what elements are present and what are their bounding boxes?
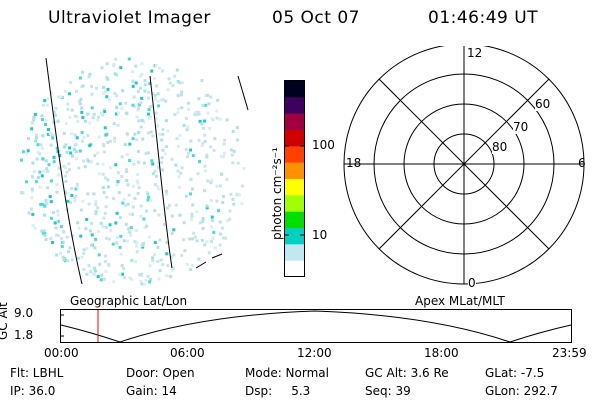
info-door: Door: Open <box>126 366 195 380</box>
colorbar-tick-label-10: 10 <box>312 228 328 242</box>
time-label: 01:46:49 UT <box>428 8 539 28</box>
altitude-ytick-9: 9.0 <box>14 306 34 320</box>
mlt-label-12: 12 <box>467 46 483 60</box>
uv-image-panel <box>20 57 249 286</box>
altitude-xtick-2359: 23:59 <box>552 346 587 360</box>
info-filter: Flt: LBHL <box>10 366 64 380</box>
altitude-xtick-1800: 18:00 <box>424 346 459 360</box>
info-dsp: Dsp: 5.3 <box>245 384 311 398</box>
colorbar-gradient <box>285 81 304 278</box>
info-seq: Seq: 39 <box>365 384 411 398</box>
altitude-ylabel: GC Alt <box>0 302 10 340</box>
geographic-grid-fragment-1 <box>237 75 249 111</box>
mlt-label-6: 6 <box>578 156 586 170</box>
geographic-longitude-line-2 <box>149 75 173 269</box>
mlat-label-60: 60 <box>535 97 551 111</box>
altitude-ytick-1-8: 1.8 <box>14 328 34 342</box>
polar-panel-caption: Apex MLat/MLT <box>415 294 505 308</box>
altitude-strip <box>60 309 572 343</box>
altitude-curve <box>60 310 572 343</box>
mlat-label-80: 80 <box>492 140 508 154</box>
altitude-xtick-0000: 00:00 <box>44 346 79 360</box>
polar-diagonal-2 <box>378 78 550 250</box>
info-gain: Gain: 14 <box>126 384 177 398</box>
mlt-label-18: 18 <box>346 156 362 170</box>
info-mode: Mode: Normal <box>245 366 329 380</box>
colorbar-frame <box>284 80 305 277</box>
left-panel-caption: Geographic Lat/Lon <box>70 294 188 308</box>
app-title: Ultraviolet Imager <box>48 8 211 28</box>
altitude-strip-frame <box>60 309 572 343</box>
polar-plot <box>343 46 585 285</box>
colorbar <box>284 80 305 278</box>
mlat-label-70: 70 <box>513 120 529 134</box>
geographic-grid-fragment-2 <box>195 253 223 269</box>
info-glon: GLon: 292.7 <box>485 384 558 398</box>
uv-emission-dots <box>20 57 246 286</box>
geographic-longitude-line-1 <box>45 57 83 285</box>
colorbar-tick-label-100: 100 <box>312 138 335 152</box>
info-gc-alt: GC Alt: 3.6 Re <box>365 366 449 380</box>
altitude-xtick-0600: 06:00 <box>170 346 205 360</box>
info-glat: GLat: -7.5 <box>485 366 545 380</box>
colorbar-unit-label: photon cm⁻²s⁻¹ <box>270 147 284 240</box>
altitude-xtick-1200: 12:00 <box>297 346 332 360</box>
mlt-label-0: 0 <box>468 276 476 290</box>
info-ip: IP: 36.0 <box>10 384 56 398</box>
date-label: 05 Oct 07 <box>272 8 360 28</box>
